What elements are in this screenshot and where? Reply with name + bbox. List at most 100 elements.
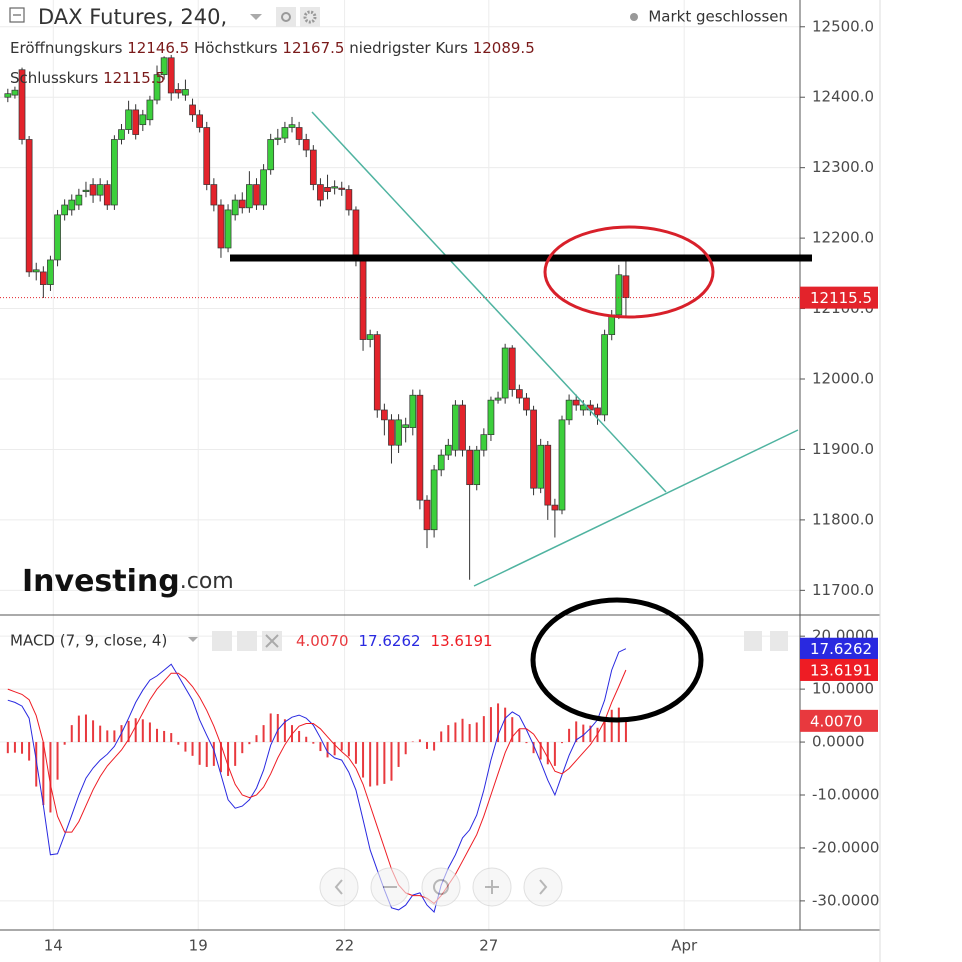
histogram-bar xyxy=(191,742,194,756)
candle-body xyxy=(537,444,545,489)
candle-body xyxy=(217,204,225,249)
candle-body xyxy=(381,409,388,421)
histogram-bar xyxy=(141,719,144,743)
histogram-bar xyxy=(56,742,59,780)
histogram-bar xyxy=(283,719,286,743)
candle-body xyxy=(565,399,573,421)
indicator-value: 17.6262 xyxy=(359,632,421,650)
ohlc-value: 12146.5 xyxy=(127,39,189,57)
zoom-in-icon xyxy=(485,880,499,894)
histogram-bar xyxy=(305,736,308,743)
histogram-bar xyxy=(77,715,80,743)
candle-body xyxy=(331,186,338,189)
histogram-bar xyxy=(582,724,585,743)
histogram-bar xyxy=(134,718,137,743)
candle-body xyxy=(544,444,552,506)
candle-body xyxy=(274,137,282,140)
visibility-button[interactable] xyxy=(276,7,296,27)
histogram-bar xyxy=(539,742,542,760)
scroll-left-button[interactable] xyxy=(319,867,359,907)
histogram-bar xyxy=(404,742,407,755)
y-tick-label: -10.0000 xyxy=(812,786,879,804)
histogram-bar xyxy=(21,742,24,754)
candle-body xyxy=(572,399,580,406)
candle-body xyxy=(139,114,147,126)
histogram-bar xyxy=(433,742,436,751)
histogram-bar xyxy=(383,742,386,784)
candle-body xyxy=(444,444,452,456)
candle-body xyxy=(501,347,509,399)
candle-body xyxy=(452,404,459,451)
candle-body xyxy=(466,449,473,486)
histogram-bar xyxy=(504,707,507,743)
histogram-bar xyxy=(624,720,627,743)
move-up-button[interactable] xyxy=(744,631,762,651)
logo: Investing.com xyxy=(22,564,234,599)
candle-body xyxy=(338,187,346,190)
candle-body xyxy=(32,269,40,273)
histogram-bar xyxy=(369,742,372,787)
candle-body xyxy=(61,204,69,216)
candle-body xyxy=(25,139,33,273)
histogram-bar xyxy=(106,730,109,743)
candle-body xyxy=(366,334,374,340)
y-tick-label: 10.0000 xyxy=(812,680,874,698)
candle-body xyxy=(238,199,246,209)
value-tag xyxy=(800,637,878,660)
histogram-bar xyxy=(42,742,45,806)
candle-body xyxy=(601,334,608,416)
histogram-bar xyxy=(560,742,563,744)
candle-body xyxy=(594,407,601,416)
histogram-bar xyxy=(425,742,428,749)
candle-body xyxy=(523,397,530,411)
histogram-bar xyxy=(575,721,578,743)
scroll-right-button[interactable] xyxy=(523,867,563,907)
scroll-left-icon xyxy=(334,879,343,895)
candle-body xyxy=(96,184,104,196)
settings-button[interactable] xyxy=(237,631,257,651)
y-tick-label: 12200.0 xyxy=(812,229,874,247)
candle-body xyxy=(54,214,61,261)
histogram-bar xyxy=(28,742,31,761)
histogram-bar xyxy=(49,742,52,813)
histogram-bar xyxy=(553,742,556,766)
x-tick-label: 27 xyxy=(479,937,498,955)
histogram-bar xyxy=(354,742,357,764)
move-down-button[interactable] xyxy=(770,631,788,651)
histogram-bar xyxy=(319,742,322,752)
candle-body xyxy=(622,275,630,298)
histogram-bar xyxy=(198,742,201,765)
value-tag-label: 4.0070 xyxy=(810,712,863,730)
histogram-bar xyxy=(468,724,471,743)
candle-body xyxy=(345,189,353,211)
candle-body xyxy=(388,419,395,446)
x-tick-label: 22 xyxy=(335,937,354,955)
dropdown-icon[interactable] xyxy=(250,14,262,20)
candle-body xyxy=(224,209,232,249)
histogram-bar xyxy=(255,735,258,743)
histogram-bar xyxy=(205,742,208,767)
visibility-button[interactable] xyxy=(212,631,232,651)
dropdown-icon[interactable] xyxy=(188,637,198,642)
candle-body xyxy=(416,394,424,501)
histogram-bar xyxy=(184,742,187,752)
histogram-bar xyxy=(440,731,443,743)
histogram-bar xyxy=(6,742,9,754)
candle-body xyxy=(352,209,360,261)
candle-body xyxy=(558,419,566,511)
collapse-toggle[interactable] xyxy=(9,7,25,23)
histogram-bar xyxy=(276,714,279,743)
candle-body xyxy=(359,259,367,340)
settings-button[interactable] xyxy=(300,7,320,27)
reset-icon xyxy=(433,879,449,895)
y-tick-label: -30.0000 xyxy=(812,891,879,909)
y-tick-label: 0.0000 xyxy=(812,733,865,751)
histogram-bar xyxy=(518,729,521,743)
ohlc-value: 12089.5 xyxy=(473,39,535,57)
value-tag xyxy=(800,658,878,681)
reset-button[interactable] xyxy=(421,867,461,907)
candle-body xyxy=(160,57,168,76)
remove-icon xyxy=(265,634,279,648)
candle-body xyxy=(615,274,623,316)
